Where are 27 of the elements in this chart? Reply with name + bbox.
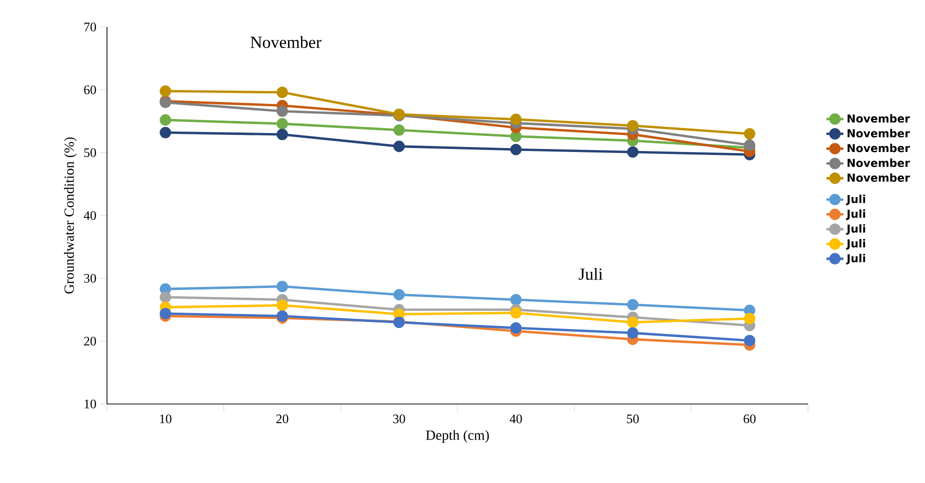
- legend-label: November: [848, 128, 910, 138]
- legend-label: November: [848, 144, 910, 152]
- legend-label: November: [848, 173, 910, 182]
- legend-label: Juli: [846, 209, 866, 220]
- annotation: Juli: [578, 268, 603, 280]
- annotation: November: [250, 36, 322, 48]
- y-tick-label: 30: [84, 274, 96, 283]
- legend-label: November: [848, 158, 910, 168]
- y-tick-label: 50: [84, 148, 96, 158]
- x-tick-label: 20: [276, 414, 288, 424]
- y-tick-label: 20: [84, 336, 96, 346]
- x-tick-label: 30: [393, 414, 406, 424]
- x-tick-label: 50: [627, 414, 639, 424]
- y-axis-title: Groundwater Condition (%): [64, 137, 77, 294]
- x-tick-label: 40: [510, 414, 522, 424]
- x-tick-label: 60: [744, 414, 756, 424]
- legend-label: Juli: [846, 254, 866, 264]
- y-tick-label: 10: [84, 400, 96, 408]
- y-tick-label: 40: [84, 211, 96, 220]
- legend-label: Juli: [846, 239, 866, 250]
- x-tick-label: 10: [160, 414, 172, 424]
- legend-label: Juli: [846, 224, 866, 235]
- legend-label: Juli: [846, 194, 866, 206]
- x-axis-title: Depth (cm): [426, 430, 489, 443]
- y-tick-label: 70: [84, 22, 96, 32]
- legend-label: November: [848, 114, 910, 123]
- y-tick-label: 60: [84, 85, 96, 94]
